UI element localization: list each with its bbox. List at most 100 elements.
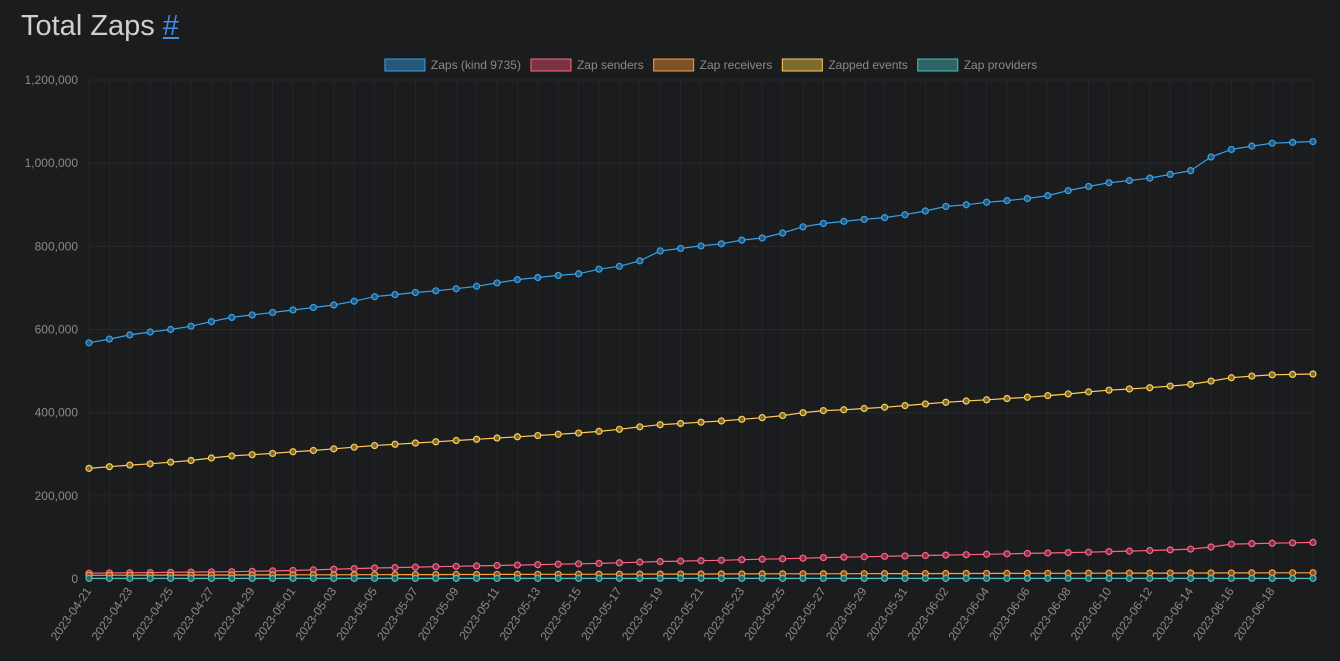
data-point[interactable] [473, 562, 481, 570]
data-point[interactable] [1146, 384, 1154, 392]
data-point[interactable] [432, 563, 440, 571]
data-point[interactable] [656, 557, 664, 566]
data-point[interactable] [350, 297, 358, 305]
data-point[interactable] [819, 219, 828, 228]
data-point[interactable] [595, 427, 603, 435]
data-point[interactable] [819, 553, 828, 562]
data-point[interactable] [391, 563, 399, 572]
data-point[interactable] [513, 574, 522, 582]
data-point[interactable] [962, 551, 970, 559]
data-point[interactable] [1044, 574, 1052, 582]
data-point[interactable] [819, 574, 828, 582]
data-point[interactable] [778, 411, 787, 420]
legend-item[interactable]: Zaps (kind 9735) [384, 58, 521, 72]
data-point[interactable] [962, 574, 970, 582]
data-point[interactable] [1044, 549, 1052, 557]
data-point[interactable] [513, 561, 522, 569]
data-point[interactable] [126, 461, 134, 469]
data-point[interactable] [1064, 574, 1072, 582]
data-point[interactable] [554, 574, 562, 582]
data-point[interactable] [840, 406, 848, 414]
data-point[interactable] [1064, 187, 1072, 195]
data-point[interactable] [513, 433, 522, 441]
data-point[interactable] [309, 303, 317, 312]
data-point[interactable] [1309, 370, 1317, 378]
data-point[interactable] [534, 431, 542, 440]
data-point[interactable] [167, 574, 175, 582]
data-point[interactable] [207, 454, 215, 462]
data-point[interactable] [391, 440, 399, 448]
data-point[interactable] [228, 313, 236, 322]
data-point[interactable] [615, 262, 624, 270]
data-point[interactable] [1064, 548, 1072, 557]
data-point[interactable] [615, 574, 624, 582]
data-point[interactable] [493, 561, 501, 570]
data-point[interactable] [1044, 392, 1052, 400]
data-point[interactable] [880, 552, 889, 560]
data-point[interactable] [187, 322, 195, 330]
data-point[interactable] [411, 574, 419, 582]
data-point[interactable] [1125, 547, 1134, 555]
data-point[interactable] [411, 563, 419, 571]
data-point[interactable] [248, 311, 256, 319]
data-point[interactable] [1105, 547, 1113, 556]
data-point[interactable] [901, 552, 909, 560]
data-point[interactable] [942, 551, 950, 559]
data-point[interactable] [371, 441, 379, 450]
data-point[interactable] [350, 565, 358, 573]
data-point[interactable] [1105, 386, 1113, 394]
data-point[interactable] [1003, 550, 1011, 558]
data-point[interactable] [248, 574, 256, 582]
data-point[interactable] [595, 559, 603, 568]
data-point[interactable] [840, 574, 848, 582]
data-point[interactable] [493, 434, 501, 442]
data-point[interactable] [717, 417, 726, 425]
data-point[interactable] [411, 288, 419, 297]
data-point[interactable] [554, 271, 562, 280]
data-point[interactable] [717, 574, 726, 582]
data-point[interactable] [350, 574, 358, 582]
data-point[interactable] [1186, 380, 1195, 388]
data-point[interactable] [207, 574, 215, 582]
data-point[interactable] [1125, 574, 1134, 582]
data-point[interactable] [105, 463, 114, 471]
data-point[interactable] [860, 553, 868, 561]
data-point[interactable] [758, 555, 766, 563]
data-point[interactable] [656, 247, 664, 255]
data-point[interactable] [1023, 549, 1032, 558]
data-point[interactable] [819, 406, 828, 415]
data-point[interactable] [554, 430, 562, 438]
data-point[interactable] [921, 574, 930, 582]
data-point[interactable] [289, 306, 297, 314]
data-point[interactable] [656, 421, 664, 429]
data-point[interactable] [1084, 574, 1093, 582]
data-point[interactable] [1023, 194, 1032, 203]
data-point[interactable] [778, 555, 787, 563]
data-point[interactable] [513, 276, 522, 284]
data-point[interactable] [289, 448, 297, 456]
data-point[interactable] [432, 438, 440, 446]
data-point[interactable] [146, 574, 154, 582]
data-point[interactable] [554, 560, 562, 568]
data-point[interactable] [1064, 390, 1072, 398]
data-point[interactable] [1166, 546, 1174, 554]
data-point[interactable] [371, 574, 379, 582]
data-point[interactable] [1227, 574, 1236, 582]
data-point[interactable] [391, 574, 399, 582]
data-point[interactable] [656, 574, 664, 582]
data-point[interactable] [860, 574, 868, 582]
data-point[interactable] [289, 574, 297, 582]
data-point[interactable] [574, 560, 583, 568]
data-point[interactable] [1207, 543, 1215, 551]
data-point[interactable] [269, 574, 277, 582]
data-point[interactable] [371, 293, 379, 301]
data-point[interactable] [1309, 574, 1317, 582]
legend-item[interactable]: Zapped events [781, 58, 908, 72]
data-point[interactable] [1227, 540, 1236, 548]
data-point[interactable] [1309, 538, 1317, 547]
data-point[interactable] [1023, 574, 1032, 582]
data-point[interactable] [85, 339, 93, 347]
data-point[interactable] [1288, 370, 1297, 379]
data-point[interactable] [187, 574, 195, 582]
data-point[interactable] [840, 553, 848, 561]
